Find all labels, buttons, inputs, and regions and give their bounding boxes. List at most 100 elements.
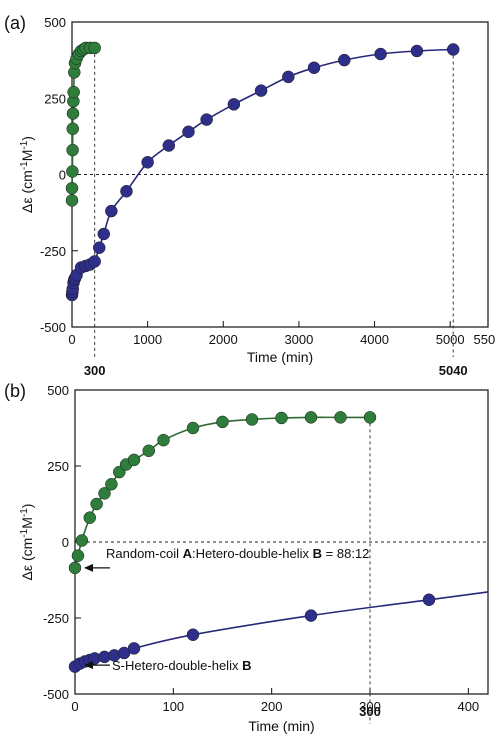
panel-label: (a) (4, 13, 26, 33)
y-tick-label: -250 (43, 611, 69, 626)
annotation-part: S-Hetero-double-helix (112, 658, 242, 673)
data-point-blue (307, 61, 321, 74)
x-tick-label: 400 (457, 699, 479, 714)
data-point-green (65, 194, 79, 207)
annotation-part: A (183, 546, 193, 561)
data-point-blue (105, 204, 118, 218)
y-axis-label-part: -1 (19, 140, 30, 149)
data-point-green (83, 511, 96, 524)
x-tick-label: 100 (162, 699, 184, 714)
data-point-blue (182, 125, 195, 139)
data-point-green (334, 411, 347, 424)
data-point-blue (304, 609, 318, 622)
y-axis-label-part: M (19, 517, 35, 529)
data-point-blue (92, 241, 106, 254)
annotation-part: Random-coil (106, 546, 183, 561)
panel-b: (b) -500 -250 0 250 500 0 100 200 300 400 Time (min… (4, 381, 489, 734)
annotation-arrow-head (84, 661, 93, 670)
data-point-green (105, 477, 118, 491)
data-point-blue (374, 47, 387, 61)
data-point-blue (446, 43, 460, 56)
data-point-green (67, 85, 80, 99)
annotation-label: S-Hetero-double-helix B (112, 658, 251, 673)
data-point-blue (422, 593, 436, 607)
annotation-part: B (313, 546, 322, 561)
annotation-label: Random-coil A:Hetero-double-helix B = 88… (106, 546, 369, 561)
y-axis-label-part: ) (19, 504, 35, 509)
x-axis-label: Time (min) (248, 718, 314, 734)
data-point-green (186, 421, 200, 435)
data-point-blue (127, 642, 141, 655)
y-tick-label: 0 (59, 168, 66, 183)
data-point-blue (141, 156, 154, 169)
data-point-green (98, 487, 111, 500)
x-axis-label: Time (min) (247, 349, 313, 365)
data-point-green (68, 561, 82, 575)
y-tick-label: 250 (44, 91, 66, 106)
x-tick-label: 2000 (209, 332, 238, 347)
data-point-blue (200, 113, 213, 126)
y-axis-label-part: Δε (cm (19, 538, 35, 581)
data-point-green (304, 411, 318, 424)
data-point-green (88, 41, 101, 55)
data-point-green (66, 122, 80, 135)
y-axis-label-part: -1 (19, 528, 30, 537)
bold-x-label: 300 (359, 704, 381, 719)
data-point-blue (227, 98, 241, 111)
y-axis-label: Δε (cm-1M-1) (19, 504, 36, 581)
bold-x-label: 5040 (439, 363, 468, 378)
data-point-green (142, 444, 155, 458)
data-point-blue (338, 53, 351, 67)
x-tick-label: 1000 (133, 332, 162, 347)
y-tick-label: 250 (47, 459, 69, 474)
data-point-green (66, 107, 80, 120)
data-point-green (127, 453, 141, 467)
y-tick-label: 500 (47, 383, 69, 398)
bold-x-label: 300 (84, 363, 106, 378)
x-tick-label: 3000 (284, 332, 313, 347)
data-point-green (65, 181, 79, 195)
data-point-blue (186, 628, 200, 641)
x-tick-label: 0 (71, 699, 78, 714)
y-tick-label: -250 (40, 244, 66, 259)
data-point-blue (120, 185, 133, 198)
x-tick-label: 200 (261, 699, 283, 714)
y-tick-label: 500 (44, 15, 66, 30)
data-point-green (363, 411, 377, 424)
data-point-blue (410, 44, 424, 58)
y-axis-label-part: ) (19, 136, 35, 141)
data-point-green (216, 415, 229, 429)
y-axis-label-part: -1 (19, 161, 30, 170)
x-tick-label: 4000 (360, 332, 389, 347)
annotation-part: B (242, 658, 251, 673)
annotation-arrow-head (84, 563, 93, 572)
x-tick-label: 0 (68, 332, 75, 347)
data-point-blue (254, 84, 268, 97)
data-point-blue (162, 139, 176, 152)
annotation-part: = 88:12 (322, 546, 369, 561)
panel-label: (b) (4, 381, 26, 401)
y-tick-label: -500 (40, 320, 66, 335)
y-axis-label-part: Δε (cm (19, 170, 35, 213)
x-tick-label: 5000 (436, 332, 465, 347)
annotation-part: :Hetero-double-helix (192, 546, 313, 561)
data-point-blue (88, 255, 101, 268)
data-point-green (66, 143, 79, 157)
data-point-green (245, 413, 259, 426)
x-tick-label: 5500 (474, 332, 495, 347)
data-point-green (75, 534, 89, 547)
data-point-blue (97, 227, 111, 241)
data-point-green (71, 549, 85, 562)
y-axis-label-part: M (19, 150, 35, 162)
data-point-green (275, 411, 288, 425)
data-point-green (66, 165, 79, 178)
data-point-green (157, 433, 170, 447)
y-axis-label: Δε (cm-1M-1) (19, 136, 36, 213)
y-tick-label: 0 (62, 535, 69, 550)
data-point-green (90, 497, 103, 511)
y-axis-label-part: -1 (19, 508, 30, 517)
y-tick-label: -500 (43, 687, 69, 702)
